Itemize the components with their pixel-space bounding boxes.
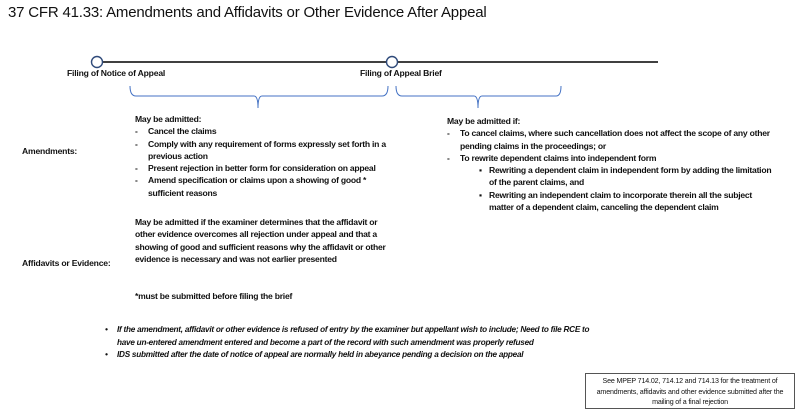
timeline — [90, 55, 658, 109]
notes-list: If the amendment, affidavit or other evi… — [105, 324, 605, 362]
heading: May be admitted: — [135, 114, 202, 124]
row-label-amendments: Amendments: — [22, 146, 78, 156]
heading: May be admitted if: — [447, 116, 521, 126]
brace-before-brief — [129, 85, 389, 109]
list-item: Amend specification or claims upon a sho… — [135, 174, 397, 199]
brace-after-brief — [395, 85, 562, 109]
page-title: 37 CFR 41.33: Amendments and Affidavits … — [8, 4, 487, 21]
reference-box: See MPEP 714.02, 714.12 and 714.13 for t… — [585, 373, 795, 409]
milestone-label-brief: Filing of Appeal Brief — [360, 68, 442, 78]
list-item: To cancel claims, where such cancellatio… — [447, 127, 777, 152]
milestone-marker-brief — [385, 55, 399, 69]
amendments-before-brief: May be admitted: Cancel the claims Compl… — [135, 113, 397, 199]
list-item: Cancel the claims — [135, 125, 397, 138]
amendments-after-brief: May be admitted if: To cancel claims, wh… — [447, 115, 777, 213]
list-item: Comply with any requirement of forms exp… — [135, 138, 397, 163]
note-item: If the amendment, affidavit or other evi… — [105, 324, 605, 349]
note-item: IDS submitted after the date of notice o… — [105, 349, 605, 362]
row-label-affidavits: Affidavits or Evidence: — [22, 258, 111, 268]
affidavits-text: May be admitted if the examiner determin… — [135, 217, 386, 264]
milestone-label-notice: Filing of Notice of Appeal — [67, 68, 166, 78]
list-item: Present rejection in better form for con… — [135, 162, 397, 175]
sub-list-item: Rewriting an independent claim to incorp… — [447, 189, 777, 214]
affidavits-footnote: *must be submitted before filing the bri… — [135, 291, 293, 301]
milestone-marker-notice — [90, 55, 104, 69]
sub-list-item: Rewriting a dependent claim in independe… — [447, 164, 777, 189]
list-item: To rewrite dependent claims into indepen… — [447, 152, 777, 165]
